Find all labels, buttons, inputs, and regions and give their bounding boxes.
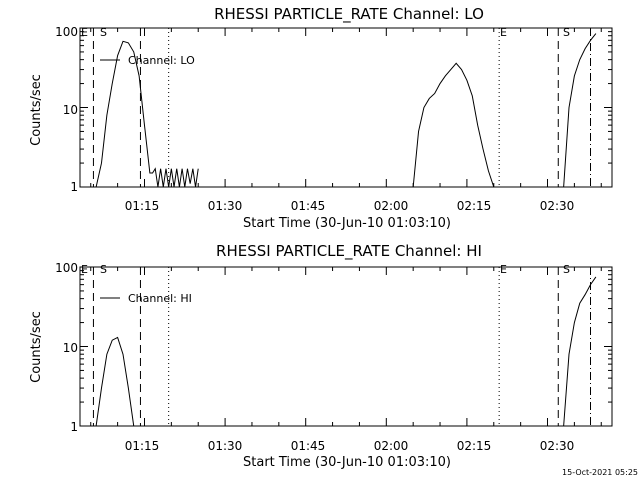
x-tick-label: 01:30 xyxy=(208,439,243,453)
annotation-label-s: S xyxy=(563,263,570,276)
x-tick-label: 02:15 xyxy=(457,439,492,453)
series-line xyxy=(563,33,597,188)
y-tick-label-10: 10 xyxy=(63,341,78,355)
annotation-label-e: E xyxy=(500,263,507,276)
chart-panel-hi: RHESSI PARTICLE_RATE Channel: HI Counts/… xyxy=(29,242,613,470)
series-line xyxy=(95,40,199,188)
series-line xyxy=(95,336,135,427)
annotation-label-s: S xyxy=(563,26,570,39)
x-tick-label: 02:30 xyxy=(540,199,575,213)
series-line xyxy=(412,62,495,188)
x-tick-label: 01:45 xyxy=(291,199,326,213)
legend-entry: Channel: HI xyxy=(128,292,192,305)
annotation-label-e: E xyxy=(81,263,88,276)
x-tick-label: 01:15 xyxy=(125,439,160,453)
x-tick-label: 01:30 xyxy=(208,199,243,213)
legend-entry: Channel: LO xyxy=(128,54,195,67)
chart-panel-lo: RHESSI PARTICLE_RATE Channel: LO Counts/… xyxy=(29,5,613,231)
y-tick-label-1: 1 xyxy=(70,420,78,434)
timestamp: 15-Oct-2021 05:25 xyxy=(562,468,638,477)
chart-title: RHESSI PARTICLE_RATE Channel: HI xyxy=(216,242,482,261)
y-tick-label-100: 100 xyxy=(55,25,78,39)
x-axis-label: Start Time (30-Jun-10 01:03:10) xyxy=(243,216,451,231)
annotation-label-e: E xyxy=(81,26,88,39)
annotation-label-e: E xyxy=(500,26,507,39)
x-tick-label: 01:45 xyxy=(291,439,326,453)
y-tick-label-1: 1 xyxy=(70,180,78,194)
annotation-label-s: S xyxy=(100,26,107,39)
x-tick-label: 02:30 xyxy=(540,439,575,453)
x-tick-label: 02:00 xyxy=(374,199,409,213)
annotation-label-s: S xyxy=(100,263,107,276)
x-tick-label: 01:15 xyxy=(125,199,160,213)
x-tick-label: 02:00 xyxy=(374,439,409,453)
chart-title: RHESSI PARTICLE_RATE Channel: LO xyxy=(214,5,484,24)
x-tick-label: 02:15 xyxy=(457,199,492,213)
series-line xyxy=(563,276,597,427)
x-axis-label: Start Time (30-Jun-10 01:03:10) xyxy=(243,455,451,470)
y-tick-label-10: 10 xyxy=(63,103,78,117)
y-axis-label: Counts/sec xyxy=(29,311,44,383)
y-tick-label-100: 100 xyxy=(55,261,78,275)
y-axis-label: Counts/sec xyxy=(29,74,44,146)
